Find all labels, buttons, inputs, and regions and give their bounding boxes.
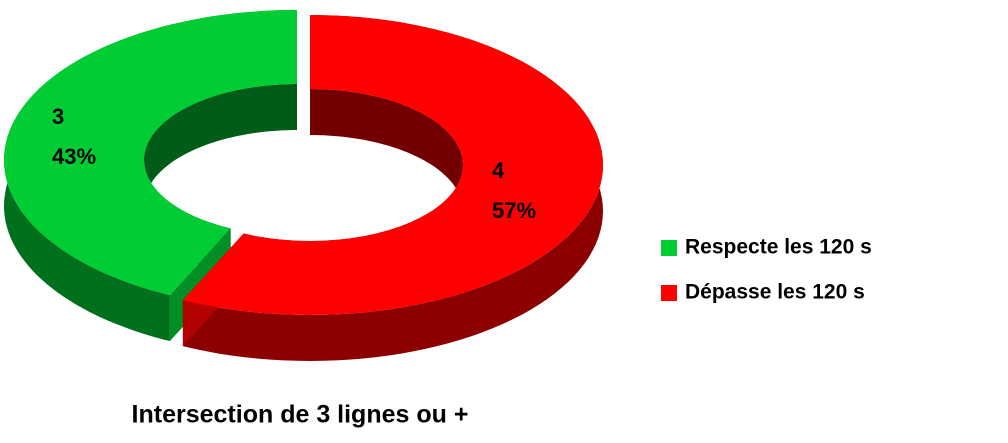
- legend-label: Respecte les 120 s: [685, 236, 872, 259]
- data-label-value: 4: [492, 158, 505, 183]
- legend-swatch: [661, 285, 677, 301]
- data-label-value: 3: [52, 104, 64, 129]
- legend-label: Dépasse les 120 s: [685, 281, 865, 304]
- slice-outer-side: [182, 15, 603, 361]
- data-label-percent: 57%: [492, 198, 536, 223]
- doughnut: [4, 10, 603, 361]
- slice-top: [182, 15, 603, 315]
- legend-swatch: [661, 240, 677, 256]
- data-label-percent: 43%: [52, 144, 96, 169]
- chart-title: Intersection de 3 lignes ou +: [132, 401, 469, 429]
- slice-top: [4, 10, 297, 296]
